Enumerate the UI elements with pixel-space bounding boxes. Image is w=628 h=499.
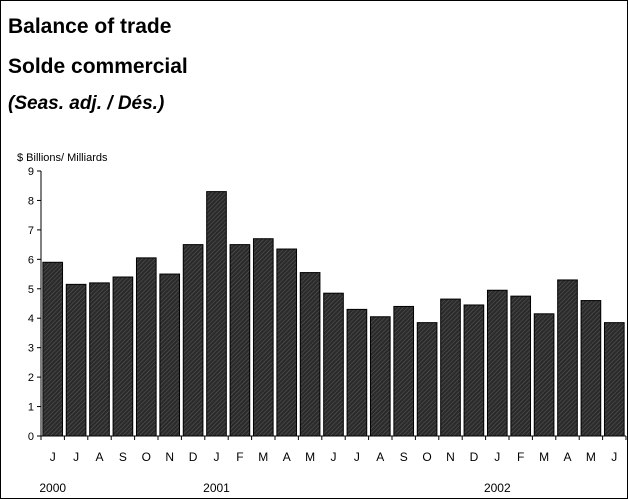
y-axis-title: $ Billions/ Milliards (17, 152, 108, 164)
x-tick-label: J (73, 450, 79, 464)
x-tick-label: N (165, 450, 174, 464)
y-tick-label: 4 (28, 313, 34, 325)
x-tick-label: F (517, 450, 524, 464)
year-label: 2000 (39, 481, 66, 495)
y-tick-label: 5 (28, 284, 34, 296)
x-tick-label: M (586, 450, 596, 464)
x-tick-label: S (119, 450, 127, 464)
chart-subtitle: Solde commercial (8, 55, 188, 78)
x-tick-label: A (563, 450, 571, 464)
bar (89, 282, 110, 437)
bar (346, 308, 368, 437)
bar (42, 261, 64, 437)
bar (416, 322, 438, 437)
y-tick-label: 8 (28, 195, 34, 207)
x-tick-label: D (470, 450, 479, 464)
bar (206, 191, 227, 437)
x-tick-label: J (611, 450, 617, 464)
y-tick-label: 9 (28, 166, 34, 178)
x-tick-label: N (446, 450, 455, 464)
bar (135, 257, 157, 437)
bar (440, 298, 461, 437)
bars-group (42, 191, 625, 437)
bar (533, 313, 555, 437)
chart-note: (Seas. adj. / Dés.) (8, 93, 165, 114)
x-tick-label: J (354, 450, 360, 464)
bar (580, 300, 602, 437)
x-tick-label: J (494, 450, 500, 464)
y-tick-label: 1 (28, 402, 34, 414)
bar (393, 305, 415, 437)
bar (603, 322, 625, 437)
bar (112, 276, 134, 437)
bar (182, 244, 204, 437)
x-tick-label: J (214, 450, 220, 464)
year-label: 2001 (203, 481, 230, 495)
x-tick-label: A (283, 450, 291, 464)
x-tick-label: M (258, 450, 268, 464)
x-tick-label: J (50, 450, 56, 464)
bar (323, 292, 344, 437)
x-tick-label: M (305, 450, 315, 464)
bar (159, 273, 181, 437)
x-tick-label: D (189, 450, 198, 464)
bar (369, 316, 391, 437)
x-tick-label: A (95, 450, 103, 464)
bar (229, 244, 251, 437)
x-tick-label: A (376, 450, 384, 464)
bar (65, 283, 87, 437)
y-tick-label: 7 (28, 225, 34, 237)
x-tick-label: J (331, 450, 337, 464)
bar (299, 272, 321, 437)
year-label: 2002 (484, 481, 511, 495)
bar (463, 304, 485, 437)
x-tick-label: O (142, 450, 151, 464)
bar (557, 279, 578, 437)
y-tick-label: 2 (28, 372, 34, 384)
y-tick-label: 0 (28, 431, 34, 443)
y-axis: 0 1 2 3 4 5 6 7 8 9 (28, 166, 42, 443)
bar (276, 248, 298, 437)
y-tick-label: 6 (28, 254, 34, 266)
x-tick-label: S (400, 450, 408, 464)
chart-title: Balance of trade (8, 15, 172, 38)
bar (510, 295, 532, 437)
y-tick-label: 3 (28, 343, 34, 355)
bar (486, 289, 508, 437)
bar (252, 238, 274, 437)
x-tick-label: F (236, 450, 243, 464)
x-tick-label: O (422, 450, 431, 464)
x-tick-label: M (539, 450, 549, 464)
